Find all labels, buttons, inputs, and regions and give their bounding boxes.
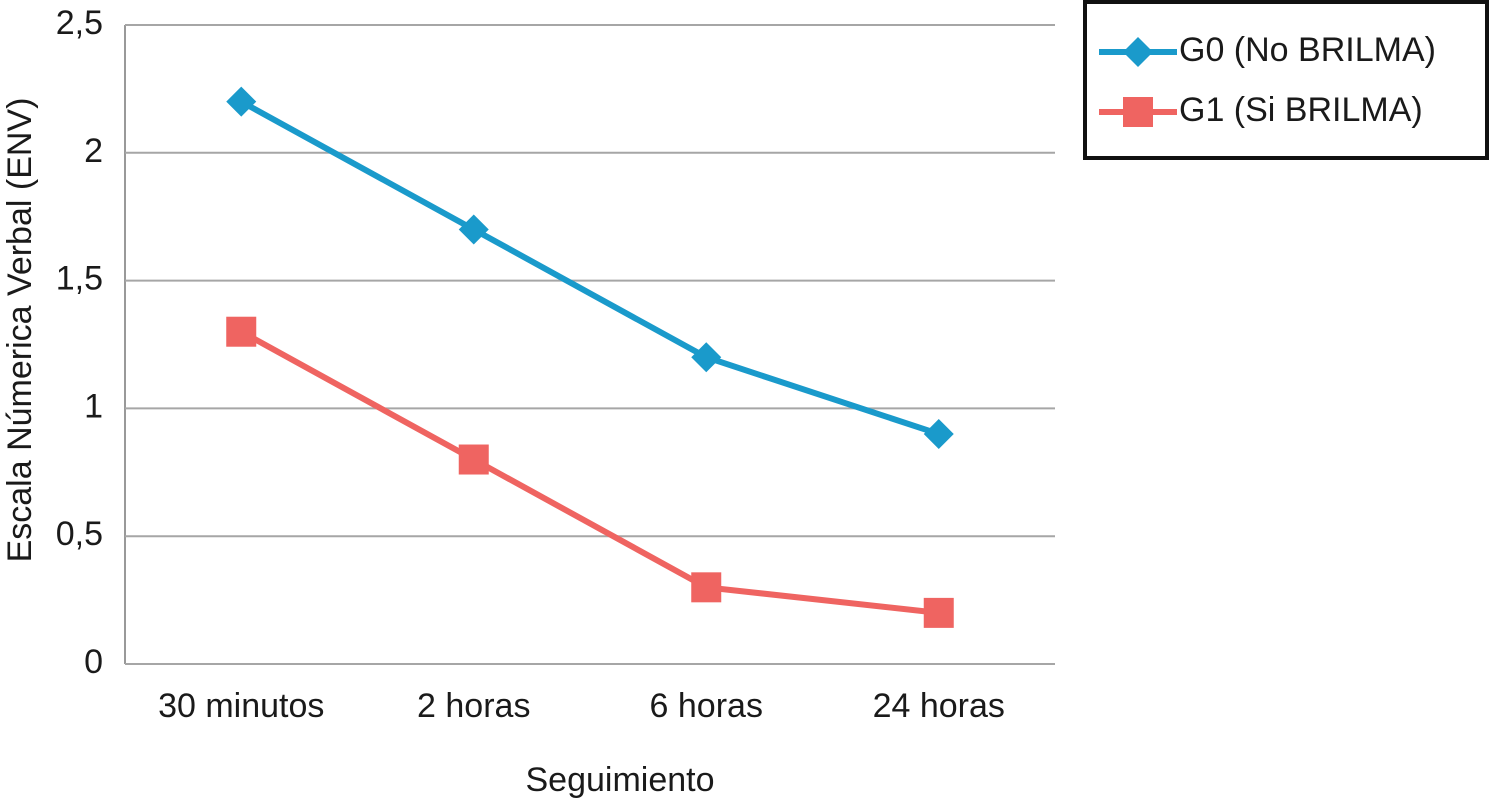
x-tick-label: 30 minutos bbox=[158, 687, 324, 725]
y-tick-label: 1,5 bbox=[56, 260, 103, 298]
y-axis-label: Escala Númerica Verbal (ENV) bbox=[1, 98, 39, 563]
x-tick-label: 2 horas bbox=[417, 687, 530, 725]
marker bbox=[691, 572, 722, 603]
marker bbox=[458, 214, 489, 245]
y-tick-label: 0,5 bbox=[56, 515, 103, 553]
marker bbox=[226, 86, 257, 117]
marker bbox=[923, 597, 954, 628]
x-axis-label: Seguimiento bbox=[525, 761, 714, 799]
legend-label: G1 (Si BRILMA) bbox=[1179, 91, 1423, 129]
marker bbox=[691, 342, 722, 373]
x-tick-label: 6 horas bbox=[650, 687, 763, 725]
legend-box bbox=[1083, 0, 1489, 160]
y-tick-label: 2,5 bbox=[56, 4, 103, 42]
marker bbox=[458, 444, 489, 475]
legend-label: G0 (No BRILMA) bbox=[1179, 31, 1436, 69]
series-line bbox=[239, 329, 940, 616]
marker bbox=[1123, 37, 1153, 67]
y-tick-label: 2 bbox=[84, 132, 103, 170]
marker bbox=[1123, 97, 1153, 127]
marker bbox=[923, 418, 954, 449]
series-line bbox=[239, 99, 940, 437]
y-tick-label: 0 bbox=[84, 643, 103, 681]
y-tick-label: 1 bbox=[84, 387, 103, 425]
x-tick-label: 24 horas bbox=[873, 687, 1005, 725]
marker bbox=[226, 316, 257, 347]
